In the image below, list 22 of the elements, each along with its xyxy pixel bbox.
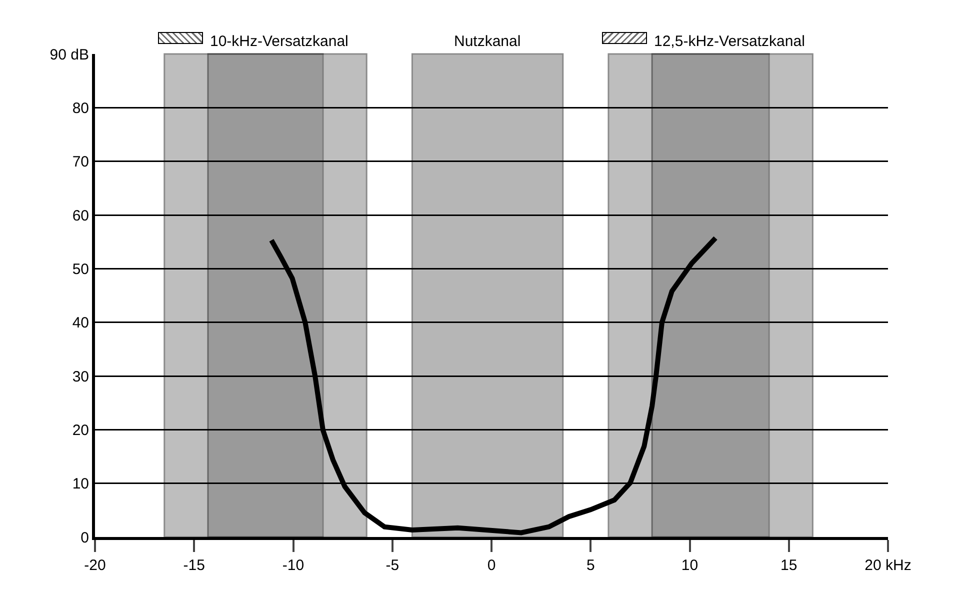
x-tick-label: -10	[282, 557, 304, 574]
x-tick-label: -20	[84, 557, 106, 574]
x-tick-label: 15	[780, 557, 798, 574]
y-tick-label: 10	[72, 476, 89, 493]
x-tick-label: 20 kHz	[864, 557, 912, 574]
legend-label: 12,5-kHz-Versatzkanal	[654, 33, 805, 50]
y-tick-label: 40	[72, 314, 89, 332]
x-tick-label: -15	[183, 557, 205, 574]
x-tick-label: 10	[681, 557, 698, 574]
y-tick-label: 0	[80, 529, 89, 546]
x-tick-label: -5	[386, 557, 400, 574]
x-tick-label: 0	[487, 557, 496, 574]
legend-label: 10-kHz-Versatzkanal	[210, 33, 348, 50]
band-label: Nutzkanal	[454, 33, 521, 50]
y-tick-label: 80	[72, 100, 89, 117]
y-tick-label: 50	[72, 260, 89, 278]
x-tick-label: 5	[586, 557, 595, 574]
y-tick-label: 70	[72, 154, 89, 171]
y-tick-label: 60	[72, 207, 89, 224]
y-tick-label: 20	[72, 422, 89, 439]
y-tick-label: 30	[72, 368, 89, 386]
y-tick-label: 90 dB	[50, 46, 89, 64]
